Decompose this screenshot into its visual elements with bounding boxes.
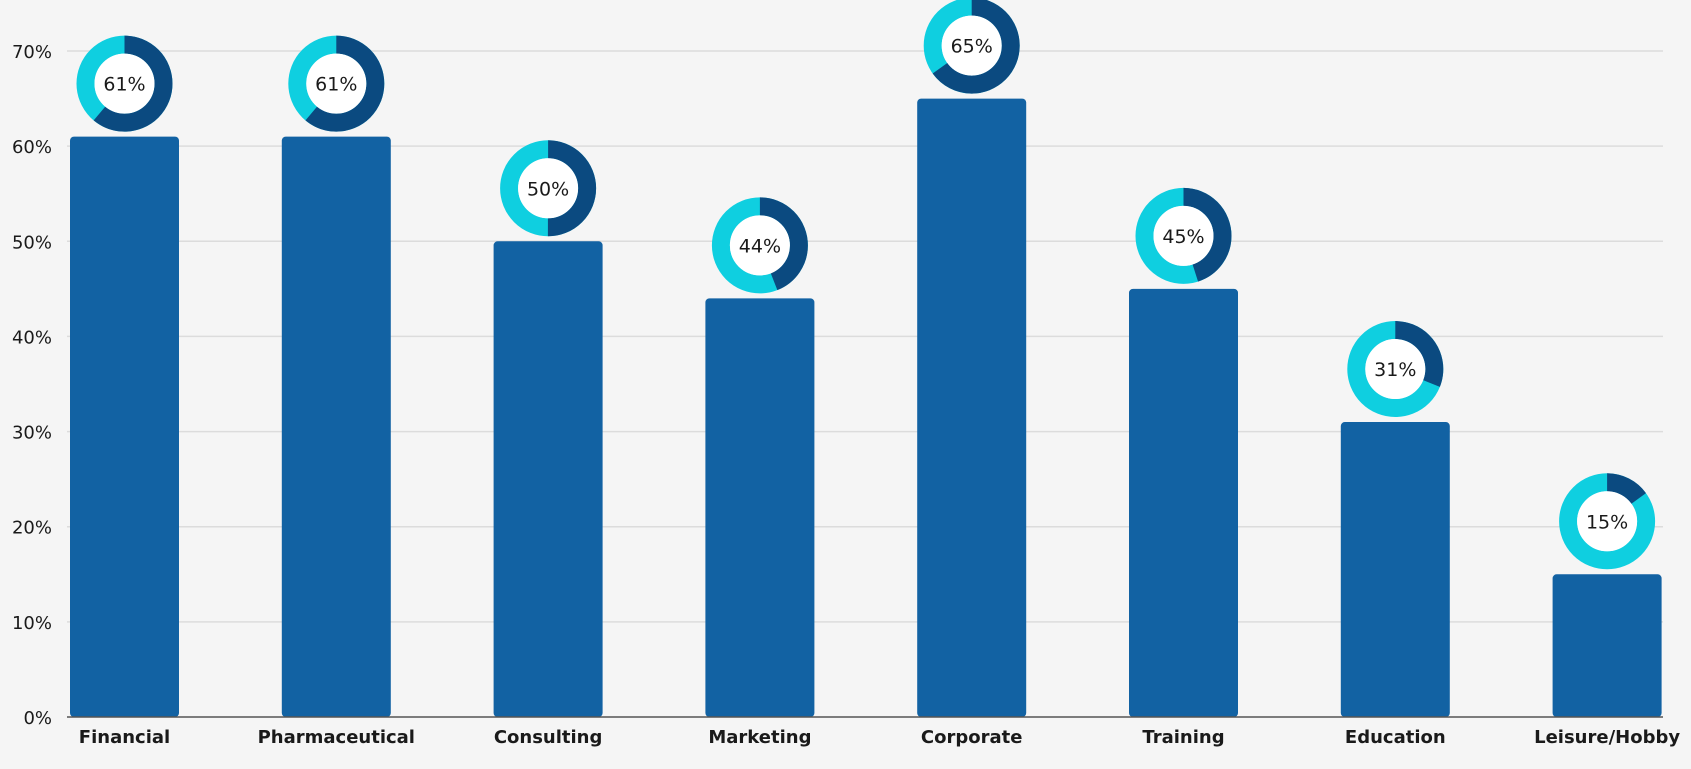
- y-tick-label: 70%: [12, 42, 52, 63]
- x-tick-label: Training: [1142, 727, 1224, 748]
- donut-data-label: 15%: [1559, 473, 1656, 570]
- y-tick-label: 30%: [12, 423, 52, 444]
- donut-data-label: 50%: [500, 140, 597, 237]
- bar: [493, 241, 603, 718]
- donut-value-arc: [711, 197, 808, 294]
- bar: [705, 298, 815, 717]
- donut-center: [729, 215, 790, 276]
- donut-center: [1577, 491, 1638, 552]
- donut-value-arc: [1347, 321, 1444, 418]
- data-label: 44%: [739, 235, 781, 257]
- donut-value-arc: [1135, 187, 1232, 284]
- x-tick-label: Pharmaceutical: [258, 727, 415, 748]
- donut-value-arc: [76, 35, 173, 132]
- donut-data-label: 45%: [1135, 187, 1232, 284]
- x-tick-label: Education: [1345, 727, 1446, 748]
- y-axis-ticks: 0% 10% 20% 30% 40% 50% 60% 70%: [12, 42, 52, 729]
- donut-value-arc: [923, 0, 1020, 94]
- data-label: 15%: [1586, 511, 1628, 533]
- x-tick-label: Corporate: [921, 727, 1023, 748]
- data-label: 45%: [1162, 226, 1204, 248]
- donut-value-arc: [500, 140, 597, 237]
- data-label: 31%: [1374, 359, 1416, 381]
- donut-center: [941, 15, 1002, 76]
- y-tick-label: 10%: [12, 613, 52, 634]
- donut-data-label: 31%: [1347, 321, 1444, 418]
- bars: [70, 98, 1662, 718]
- donut-center: [1153, 205, 1214, 266]
- donut-center: [518, 158, 579, 219]
- donut-data-label: 61%: [76, 35, 173, 132]
- donut-center: [94, 53, 155, 114]
- data-label-donuts: 61% 61% 50% 44% 65% 45% 31% 15%: [76, 0, 1656, 570]
- bar: [1129, 288, 1238, 717]
- donut-data-label: 65%: [923, 0, 1020, 94]
- donut-value-arc: [288, 35, 385, 132]
- bar: [281, 136, 391, 718]
- x-tick-label: Marketing: [708, 727, 811, 748]
- data-label: 50%: [527, 178, 569, 200]
- y-tick-label: 40%: [12, 327, 52, 348]
- y-tick-label: 20%: [12, 518, 52, 539]
- x-axis-labels: Financial Pharmaceutical Consulting Marketi…: [79, 727, 1681, 748]
- donut-data-label: 44%: [711, 197, 808, 294]
- data-label: 61%: [315, 74, 357, 96]
- bar: [1340, 422, 1450, 717]
- donut-center: [1365, 339, 1426, 400]
- bar: [70, 136, 179, 718]
- donut-value-arc: [1559, 473, 1656, 570]
- x-tick-label: Consulting: [494, 727, 603, 748]
- donut-center: [306, 53, 367, 114]
- x-tick-label: Leisure/Hobby: [1534, 727, 1680, 748]
- data-label: 61%: [103, 74, 145, 96]
- bar: [917, 98, 1027, 718]
- data-label: 65%: [951, 36, 993, 58]
- x-tick-label: Financial: [79, 727, 170, 748]
- bar: [1552, 574, 1662, 717]
- y-tick-label: 60%: [12, 137, 52, 158]
- y-tick-label: 0%: [23, 708, 52, 729]
- donut-data-label: 61%: [288, 35, 385, 132]
- y-tick-label: 50%: [12, 232, 52, 253]
